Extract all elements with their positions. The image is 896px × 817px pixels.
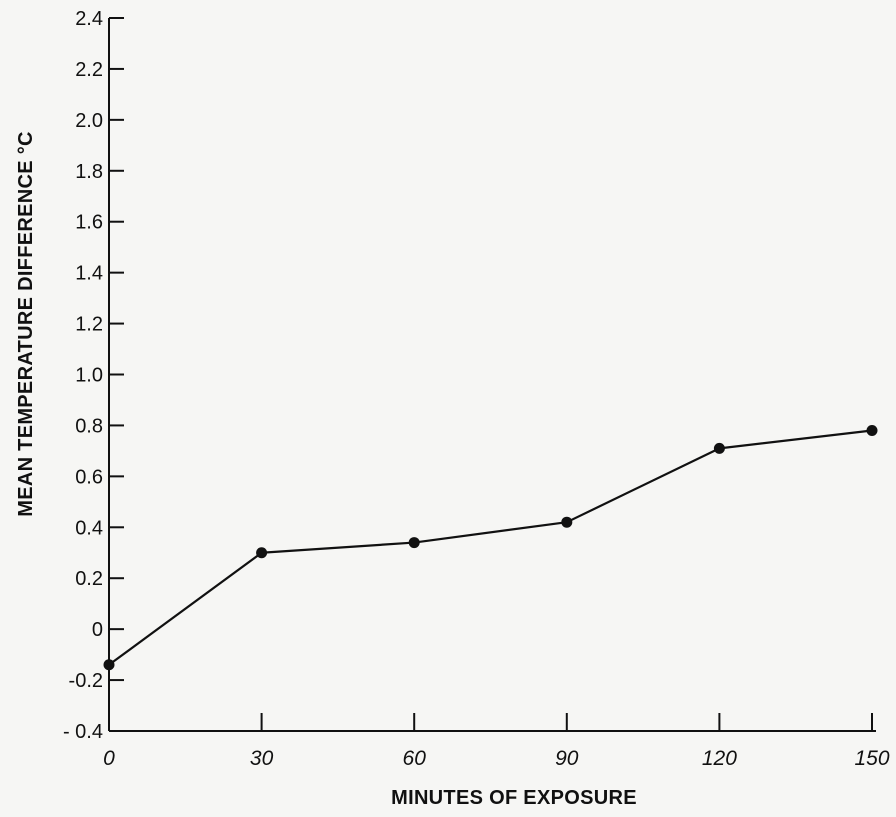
x-axis-title: MINUTES OF EXPOSURE <box>391 787 637 809</box>
y-tick-label: 2.0 <box>75 110 103 132</box>
data-series <box>103 425 878 671</box>
data-point <box>103 659 115 671</box>
y-tick-label: 1.4 <box>75 263 103 285</box>
x-axis: 0 30 60 90 120 150 <box>103 713 890 770</box>
y-tick-label: -0.2 <box>69 670 103 692</box>
y-tick-label: 0.4 <box>75 517 103 539</box>
y-tick-label: - 0.4 <box>63 721 103 743</box>
y-tick-label: 1.8 <box>75 161 103 183</box>
y-tick-label: 2.4 <box>75 8 103 30</box>
data-point <box>256 547 268 559</box>
y-axis: - 0.4 -0.2 0 0.2 0.4 0.6 0.8 1.0 1.2 1.4 1.6 1.8 2.0… <box>63 8 124 743</box>
x-tick-label: 90 <box>555 747 579 770</box>
y-tick-label: 1.0 <box>75 365 103 387</box>
y-tick-label: 1.6 <box>75 212 103 234</box>
y-tick-label: 1.2 <box>75 314 103 336</box>
x-tick-label: 60 <box>403 747 427 770</box>
y-tick-label: 0 <box>92 619 103 641</box>
x-tick-label: 30 <box>250 747 274 770</box>
y-axis-title: MEAN TEMPERATURE DIFFERENCE °C <box>15 131 37 517</box>
x-tick-label: 150 <box>854 747 889 770</box>
y-tick-label: 0.8 <box>75 415 103 437</box>
data-point <box>561 516 573 528</box>
y-tick-label: 0.6 <box>75 466 103 488</box>
x-tick-label: 0 <box>103 747 115 770</box>
data-point <box>866 425 878 437</box>
x-tick-label: 120 <box>702 747 737 770</box>
series-line <box>108 429 873 666</box>
data-point <box>408 537 420 549</box>
data-point <box>713 442 725 454</box>
y-tick-label: 2.2 <box>75 59 103 81</box>
y-tick-label: 0.2 <box>75 568 103 590</box>
